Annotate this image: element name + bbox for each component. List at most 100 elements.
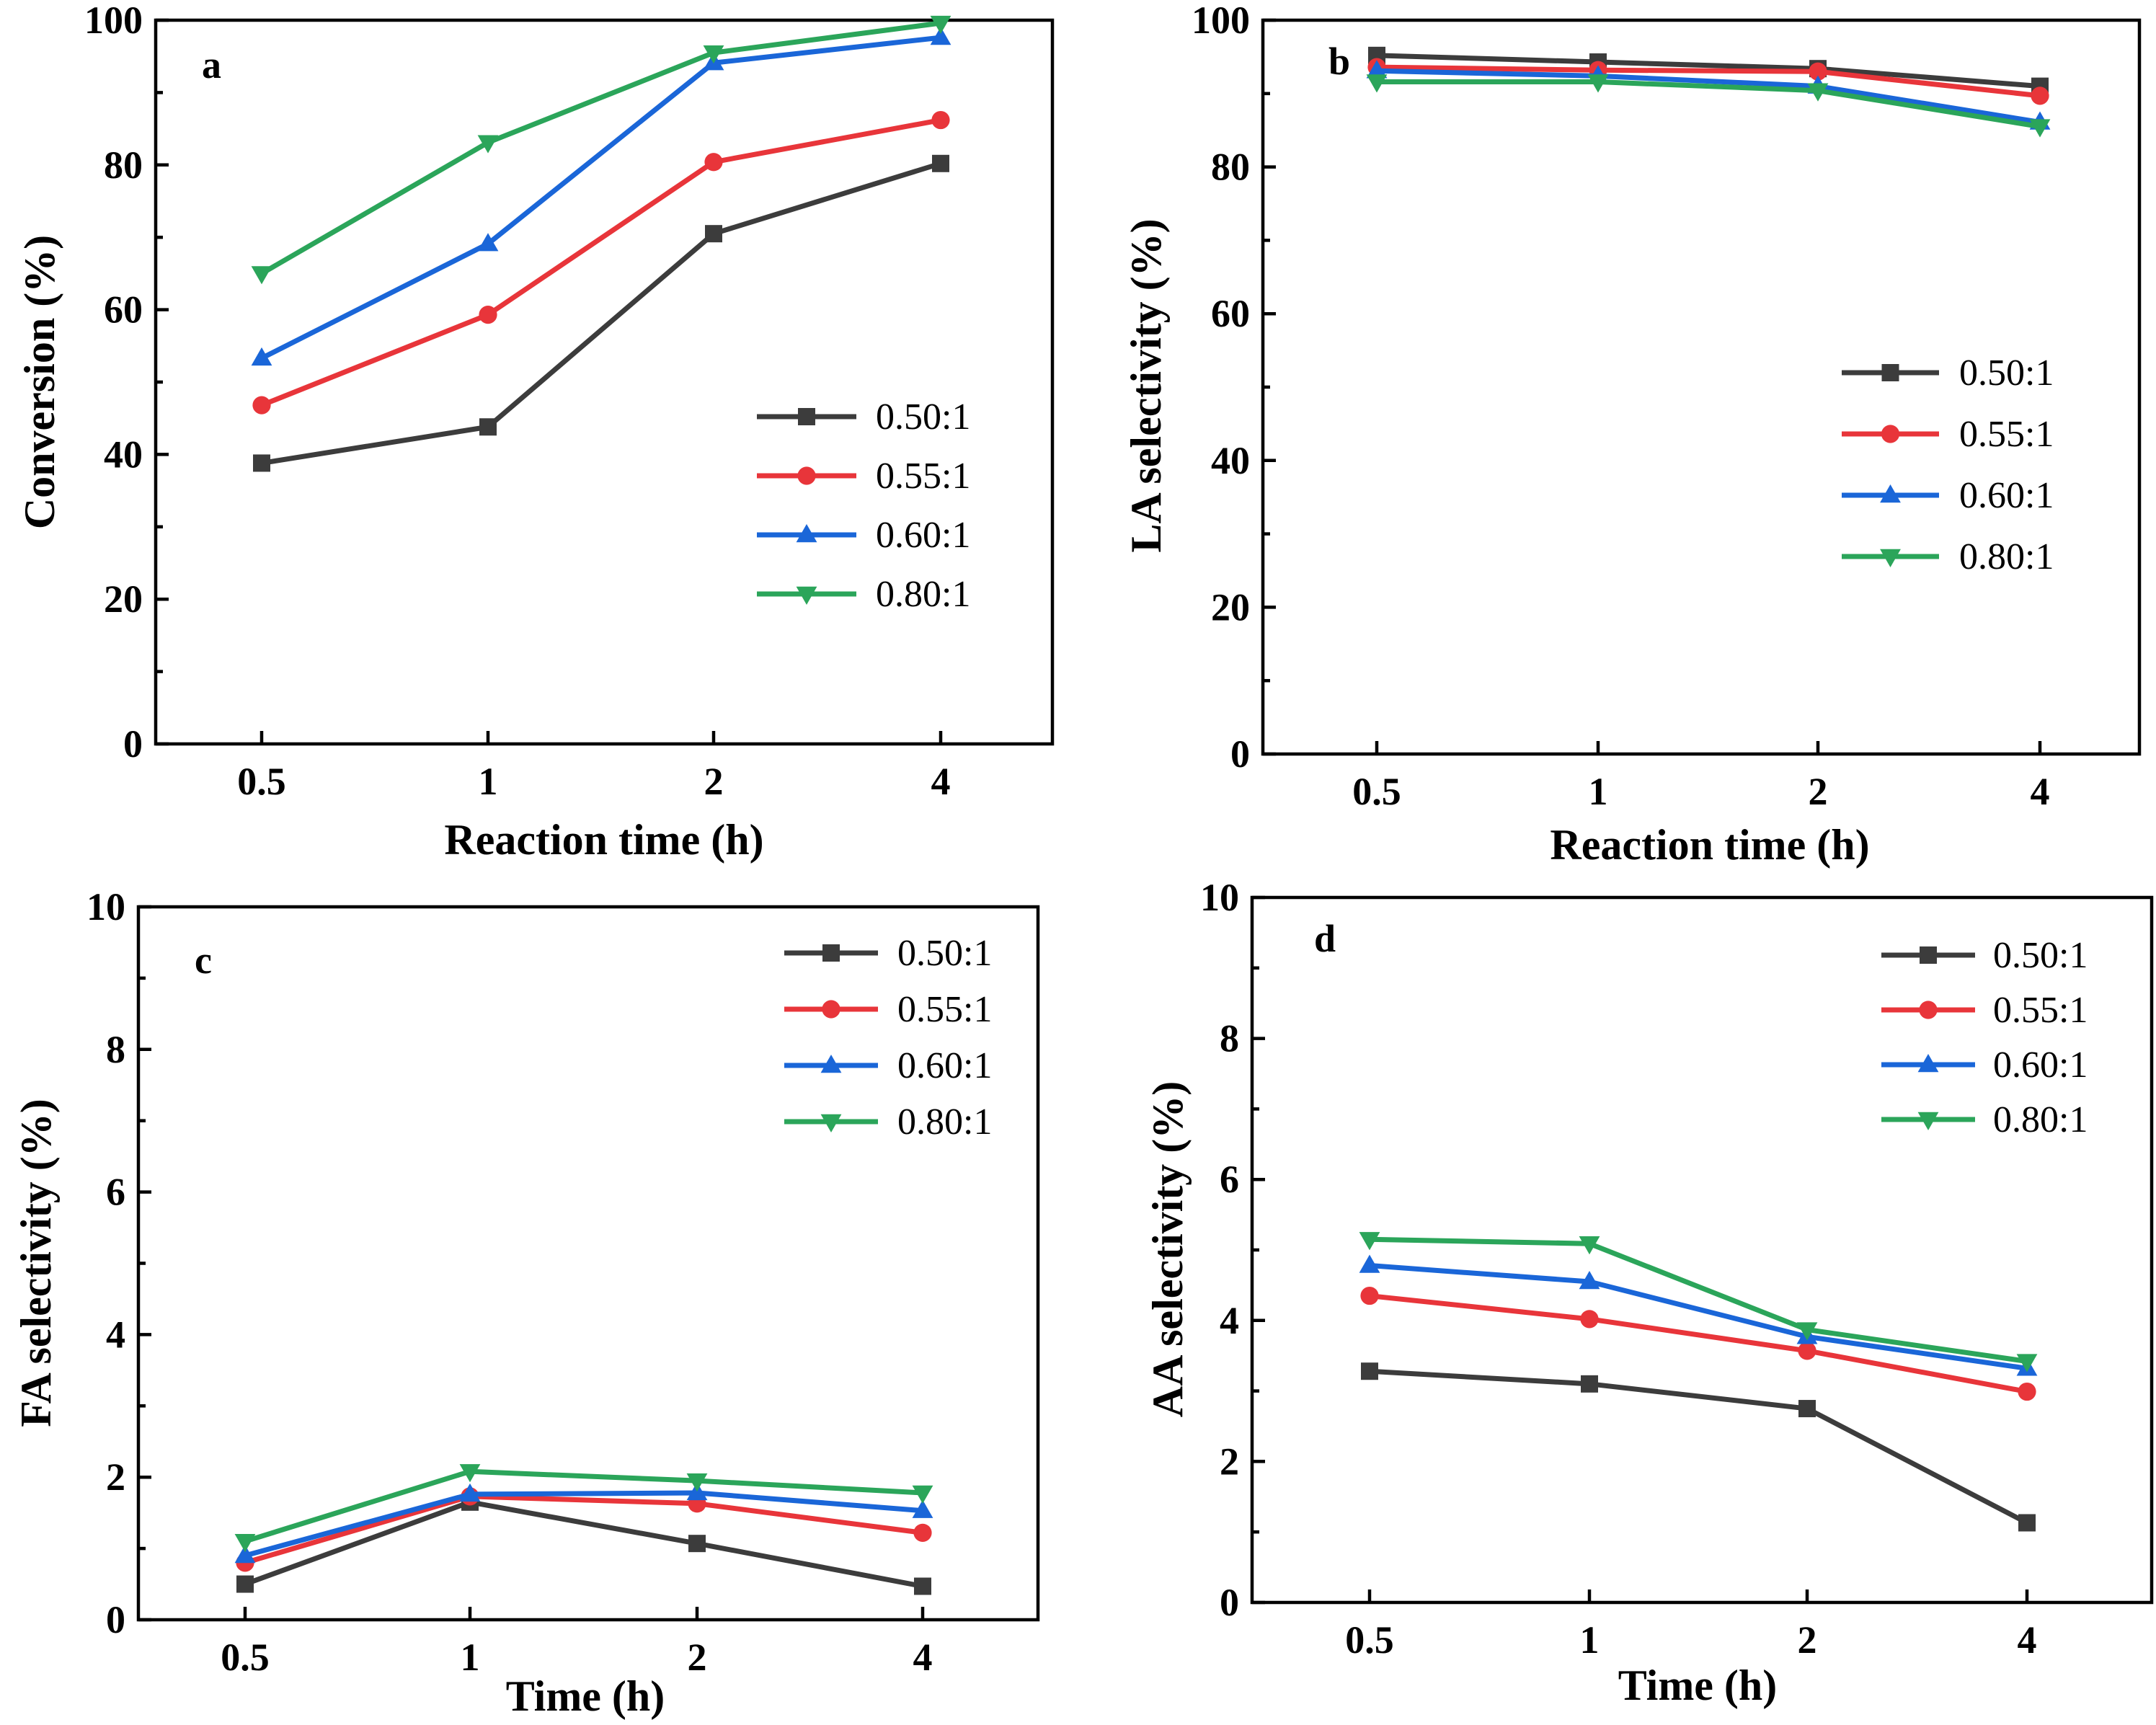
y-tick-label: 10 [1200,876,1239,919]
legend: 0.50:1 0.55:1 0.60:1 0.80:1 [1881,935,2088,1140]
data-point-0.55:1 [704,153,723,172]
y-tick-label: 40 [1211,439,1250,482]
data-point-0.80:1 [2016,1354,2038,1373]
series-line-0.80:1 [1377,79,2041,130]
series-line-0.55:1 [244,1494,923,1566]
series-line-0.55:1 [1369,1293,2028,1395]
data-point-0.80:1 [1807,83,1829,102]
data-point-0.55:1 [2031,87,2049,105]
y-tick-label: 4 [1220,1299,1239,1342]
data-point-0.60:1 [234,1544,256,1564]
y-tick-label: 60 [104,288,143,332]
data-point-0.80:1 [477,135,499,154]
legend-marker [1917,1054,1939,1073]
data-point-0.55:1 [913,1523,932,1542]
data-point-0.50:1 [479,418,497,436]
legend-label: 0.55:1 [1993,990,2088,1031]
y-tick-label: 0 [1230,732,1250,776]
y-tick-label: 0 [106,1598,125,1641]
data-point-0.55:1 [252,396,271,414]
data-point-0.80:1 [1366,74,1388,93]
y-axis-title-a: Conversion (%) [16,235,63,529]
data-point-0.50:1 [1798,1400,1816,1418]
legend-label: 0.60:1 [876,515,970,556]
legend-label: 0.60:1 [897,1045,992,1086]
legend-marker [820,1114,842,1132]
data-point-0.80:1 [1359,1232,1380,1251]
series-line-0.50:1 [1376,53,2041,89]
legend-marker [1881,364,1899,381]
series-line-0.60:1 [244,1490,923,1558]
x-tick-label: 2 [688,1636,707,1679]
series-line-0.60:1 [260,35,941,360]
data-point-0.60:1 [251,347,272,366]
data-point-0.60:1 [477,233,499,252]
data-point-0.50:1 [688,1535,706,1553]
series-line-0.80:1 [1369,1236,2028,1364]
series-line-0.60:1 [1369,1263,2028,1371]
legend-label: 0.55:1 [897,989,992,1030]
y-tick-label: 20 [104,577,143,621]
data-point-0.55:1 [479,306,497,324]
data-point-0.80:1 [251,266,272,285]
legend-marker [1881,425,1900,443]
legend-label: 0.50:1 [1959,352,2054,394]
data-point-0.60:1 [1359,1254,1380,1273]
y-tick-label: 0 [123,722,143,766]
y-tick-label: 40 [104,433,143,476]
data-point-0.55:1 [931,110,950,130]
y-tick-label: 2 [106,1455,125,1499]
x-tick-label: 0.5 [221,1636,270,1679]
data-point-0.60:1 [1579,1271,1600,1290]
data-point-0.50:1 [2018,1514,2036,1532]
y-tick-label: 10 [86,885,125,928]
data-point-0.60:1 [912,1499,933,1518]
legend-marker [820,1055,842,1073]
data-point-0.50:1 [914,1577,931,1595]
panel-label-b: b [1328,40,1350,83]
y-tick-label: 8 [1220,1017,1239,1060]
x-tick-label: 1 [479,760,498,803]
x-axis-title-d: Time (h) [1618,1662,1778,1709]
y-tick-label: 100 [1192,0,1250,42]
legend: 0.50:1 0.55:1 0.60:1 0.80:1 [757,396,970,615]
y-tick-label: 6 [106,1171,125,1214]
legend-marker [1880,484,1901,503]
data-point-0.60:1 [930,27,951,45]
chart-panel-d: d Time (h) AA selectivity (%) 0 2 4 6 8 10 0.5… [1144,876,2154,1709]
data-point-0.50:1 [236,1575,254,1593]
data-point-0.80:1 [2029,119,2051,138]
data-point-0.80:1 [1587,74,1609,93]
data-point-0.60:1 [459,1483,481,1502]
data-point-0.55:1 [2018,1382,2036,1401]
legend-marker [822,944,840,962]
panel-label-d: d [1314,917,1336,960]
y-tick-label: 20 [1211,585,1250,629]
data-point-0.80:1 [459,1464,481,1483]
legend: 0.50:1 0.55:1 0.60:1 0.80:1 [1842,352,2054,577]
data-point-0.60:1 [1366,60,1388,79]
legend-label: 0.80:1 [1993,1099,2088,1140]
legend-label: 0.50:1 [1993,935,2088,976]
x-tick-label: 1 [461,1636,480,1679]
y-tick-label: 0 [1220,1581,1239,1624]
legend-label: 0.60:1 [1993,1045,2088,1086]
y-tick-label: 60 [1211,292,1250,335]
y-tick-label: 8 [106,1028,125,1071]
series-line-0.50:1 [261,161,942,466]
legend-marker [1919,1001,1938,1019]
x-tick-label: 2 [1798,1618,1817,1662]
x-tick-label: 2 [704,760,724,803]
data-point-0.55:1 [1809,62,1827,81]
legend-marker [796,524,817,543]
y-tick-label: 80 [104,143,143,187]
data-point-0.80:1 [912,1485,933,1504]
legend-label: 0.80:1 [1959,536,2054,577]
y-axis-title-c: FA selectivity (%) [12,1099,60,1427]
chart-panel-b: b Reaction time (h) LA selectivity (%) 0… [1122,0,2142,869]
legend-marker [822,1000,840,1019]
chart-panel-a: a Reaction time (h) Conversion (%) 02040… [16,0,1055,864]
series-line-0.50:1 [244,1499,923,1589]
data-point-0.55:1 [1580,1310,1599,1329]
x-tick-label: 4 [913,1636,933,1679]
